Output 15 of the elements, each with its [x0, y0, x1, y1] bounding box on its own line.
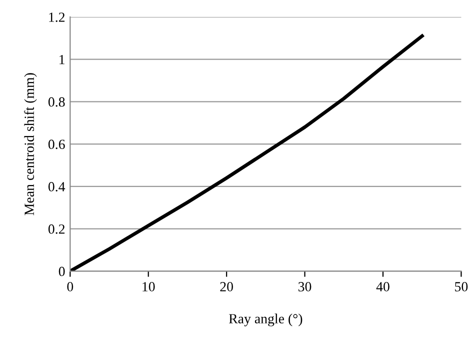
x-tick-label: 20	[220, 282, 233, 292]
y-tick-label: 0.4	[48, 182, 66, 192]
y-tick-label: 0.2	[48, 224, 65, 234]
x-tick-label: 30	[298, 282, 312, 292]
y-tick-label: 0.6	[48, 140, 65, 150]
x-tick-label: 10	[142, 282, 155, 292]
x-axis-title: Ray angle (°)	[228, 314, 302, 326]
x-tick-label: 50	[455, 282, 468, 292]
y-axis-title: Mean centroid shift (mm)	[24, 73, 37, 216]
y-tick-label: 0.8	[48, 97, 65, 107]
x-tick-label: 40	[376, 282, 390, 292]
y-tick-label: 1.2	[49, 12, 65, 22]
y-tick-label: 0	[58, 266, 65, 276]
x-tick-label: 0	[67, 282, 74, 292]
y-tick-label: 1	[60, 54, 64, 64]
